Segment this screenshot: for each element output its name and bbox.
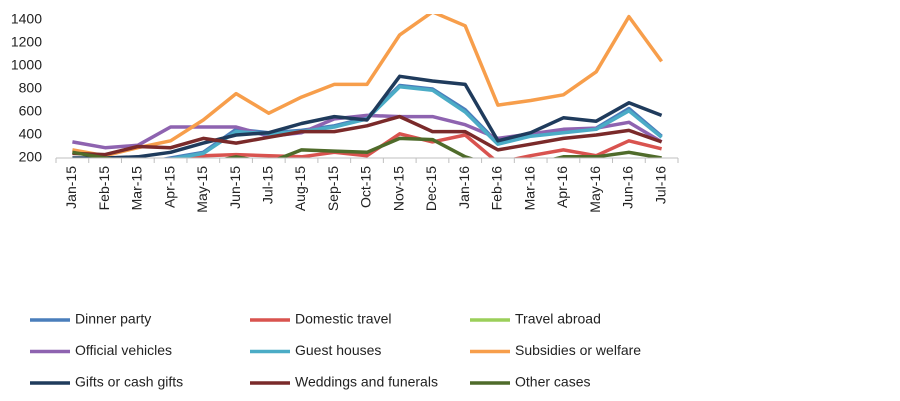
legend-label: Weddings and funerals (295, 374, 438, 390)
series-line (179, 132, 663, 158)
legend-label: Travel abroad (515, 311, 601, 327)
x-tick-label: Mar-15 (129, 166, 145, 211)
x-tick-label: May-16 (587, 166, 603, 213)
x-tick-label: Apr-15 (161, 166, 177, 208)
legend-label: Official vehicles (75, 342, 172, 358)
plot-area (72, 14, 664, 158)
x-tick-label: Sep-15 (325, 166, 341, 211)
legend-label: Other cases (515, 374, 590, 390)
x-tick-label: Oct-15 (358, 166, 374, 208)
series-line (72, 74, 663, 158)
series-line (72, 14, 664, 158)
y-tick-label: 800 (19, 80, 43, 96)
x-tick-label: Nov-15 (390, 166, 406, 211)
x-tick-label: Apr-16 (554, 166, 570, 208)
x-tick-label: Jul-15 (259, 166, 275, 204)
y-tick-label: 1000 (11, 57, 42, 73)
y-tick-label: 200 (19, 149, 43, 165)
x-tick-label: Jun-16 (620, 166, 636, 209)
series-line (72, 136, 662, 158)
x-tick-label: Jul-16 (652, 166, 668, 204)
x-tick-label: Feb-16 (489, 166, 505, 211)
x-tick-label: Jan-15 (63, 166, 79, 209)
y-tick-label: 1400 (11, 11, 42, 27)
x-tick-label: Feb-15 (96, 166, 112, 211)
legend-label: Guest houses (295, 342, 381, 358)
x-tick-label: Jun-15 (227, 166, 243, 209)
series-line (72, 114, 663, 157)
x-tick-label: Mar-16 (521, 166, 537, 211)
x-tick-label: Aug-15 (292, 166, 308, 211)
y-tick-label: 600 (19, 103, 43, 119)
legend-label: Domestic travel (295, 311, 391, 327)
y-tick-label: 1200 (11, 34, 42, 50)
y-tick-label: 400 (19, 126, 43, 142)
legend-label: Gifts or cash gifts (75, 374, 183, 390)
legend-label: Dinner party (75, 311, 151, 327)
x-tick-label: Dec-15 (423, 166, 439, 211)
x-tick-label: Jan-16 (456, 166, 472, 209)
x-tick-label: May-15 (194, 166, 210, 213)
legend-label: Subsidies or welfare (515, 342, 641, 358)
series-line (72, 113, 663, 150)
